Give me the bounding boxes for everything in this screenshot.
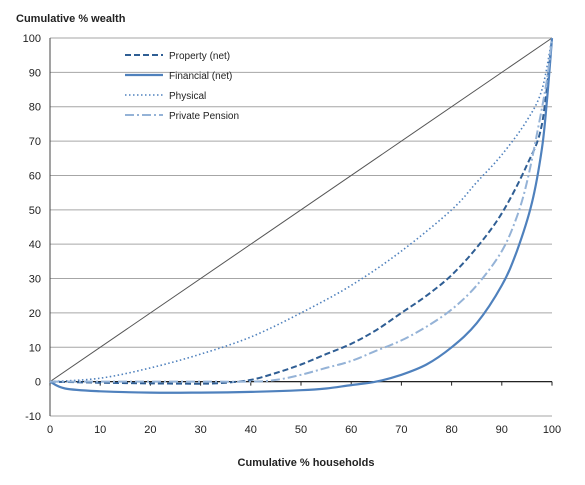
x-axis-title: Cumulative % households xyxy=(238,457,375,469)
y-tick-label: 100 xyxy=(23,33,41,45)
series-line-3 xyxy=(50,37,553,383)
legend-label-2: Physical xyxy=(169,91,206,102)
equality-line xyxy=(49,37,553,383)
series-line-1 xyxy=(49,37,554,394)
series-line-0 xyxy=(49,37,553,385)
x-tick-label: 50 xyxy=(295,424,307,436)
x-tick-label: 80 xyxy=(445,424,457,436)
legend-label-0: Property (net) xyxy=(169,51,230,62)
x-tick-label: 0 xyxy=(47,424,53,436)
x-tick-label: 20 xyxy=(144,424,156,436)
y-tick-label: 20 xyxy=(29,308,41,320)
series-line-2 xyxy=(49,37,553,383)
x-tick-label: 30 xyxy=(194,424,206,436)
axes: -10 0 10 20 30 40 50 60 70 80 90 100 0 10 20 30 40 50 60 70… xyxy=(23,33,562,436)
x-tick-label: 100 xyxy=(543,424,561,436)
y-tick-label: 40 xyxy=(29,239,41,251)
x-tick-label: 60 xyxy=(345,424,357,436)
y-tick-label: 30 xyxy=(29,274,41,286)
legend-label-1: Financial (net) xyxy=(169,71,232,82)
y-tick-label: 90 xyxy=(29,67,41,79)
legend: Property (net) Financial (net) Physical Pri… xyxy=(125,51,239,122)
x-tick-label: 90 xyxy=(496,424,508,436)
y-tick-label: 0 xyxy=(35,377,41,389)
y-tick-label: 70 xyxy=(29,136,41,148)
y-tick-label: 80 xyxy=(29,102,41,114)
y-tick-label: 50 xyxy=(29,205,41,217)
x-tick-label: 40 xyxy=(245,424,257,436)
y-tick-label: 10 xyxy=(29,342,41,354)
y-axis-title: Cumulative % wealth xyxy=(16,13,126,25)
plot-lines xyxy=(49,37,554,394)
x-tick-label: 70 xyxy=(395,424,407,436)
legend-label-3: Private Pension xyxy=(169,111,239,122)
y-tick-label: -10 xyxy=(25,411,41,423)
y-tick-label: 60 xyxy=(29,170,41,182)
x-tick-label: 10 xyxy=(94,424,106,436)
